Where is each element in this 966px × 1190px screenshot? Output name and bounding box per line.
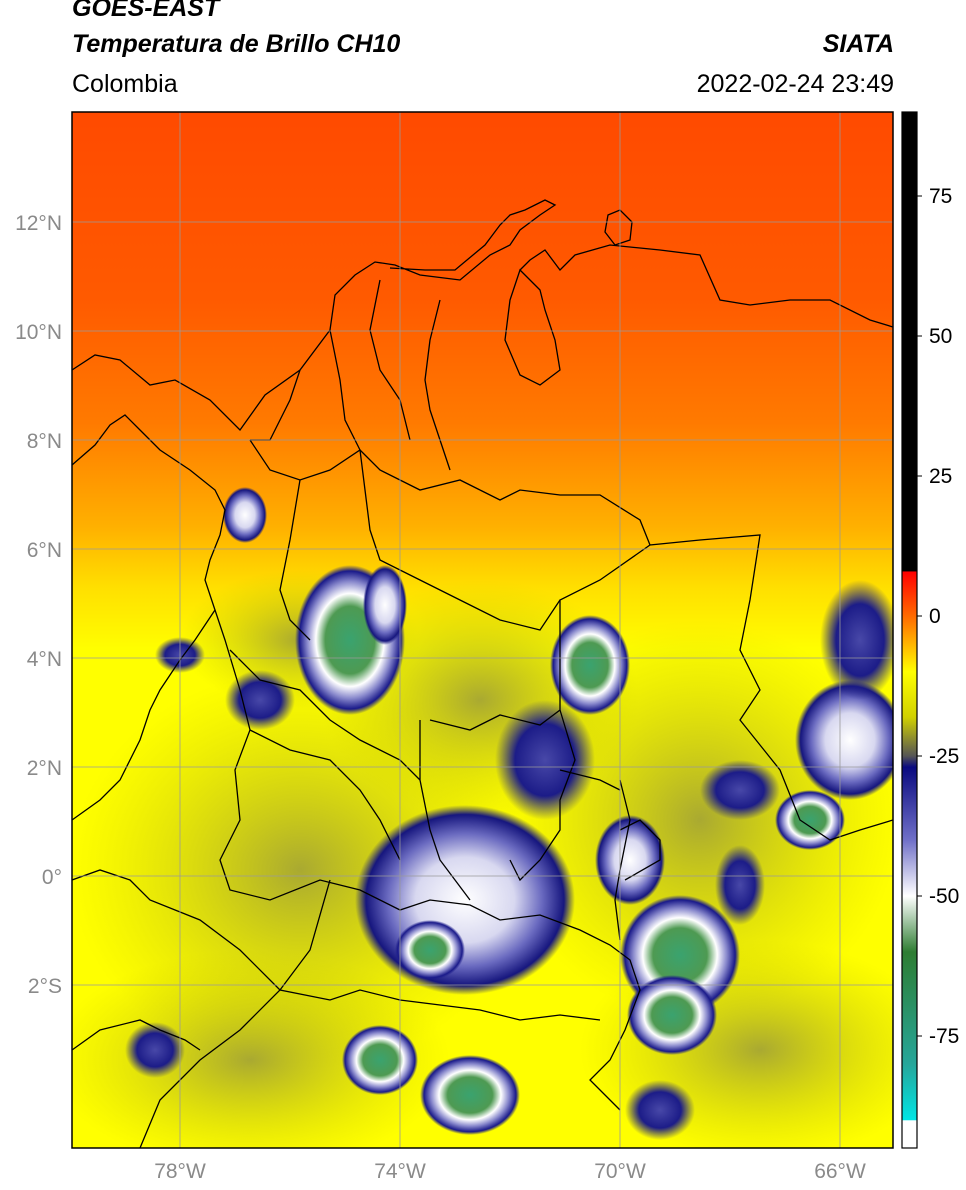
- lon-tick-label: 74°W: [374, 1160, 426, 1183]
- lon-axis: 78°W 74°W 70°W 66°W: [154, 1160, 866, 1183]
- colorbar-tick-label: -25: [929, 745, 959, 768]
- datetime-label: 2022-02-24 23:49: [696, 70, 894, 98]
- satellite-title: GOES-EAST: [72, 0, 220, 22]
- colorbar-tick-label: -50: [929, 885, 959, 908]
- graticule: [72, 112, 893, 1148]
- lat-tick-label: 8°N: [27, 430, 62, 453]
- lat-tick-label: 4°N: [27, 648, 62, 671]
- source-label: SIATA: [822, 30, 894, 58]
- product-title: Temperatura de Brillo CH10: [72, 30, 401, 58]
- brightness-temperature-field: [72, 112, 893, 1148]
- colorbar-frame: [901, 111, 918, 1149]
- lat-tick-label: 0°: [42, 866, 62, 889]
- region-label: Colombia: [72, 70, 178, 98]
- lat-tick-label: 6°N: [27, 539, 62, 562]
- lat-tick-label: 2°S: [28, 975, 62, 998]
- colorbar-tick-label: 0: [929, 605, 941, 628]
- lon-tick-label: 70°W: [594, 1160, 646, 1183]
- colorbar-tick-label: -75: [929, 1025, 959, 1048]
- lat-tick-label: 2°N: [27, 757, 62, 780]
- lon-tick-label: 66°W: [814, 1160, 866, 1183]
- colorbar-tick-label: 25: [929, 465, 952, 488]
- colorbar-gradient: [902, 112, 917, 1148]
- borders-coastlines: [72, 199, 893, 1148]
- colorbar-tick-label: 75: [929, 185, 952, 208]
- lon-tick-label: 78°W: [154, 1160, 206, 1183]
- lat-tick-label: 10°N: [15, 321, 62, 344]
- colorbar-tick-label: 50: [929, 325, 952, 348]
- colorbar: 75 50 25 0 -25 -50 -75: [901, 111, 959, 1149]
- map-frame: [71, 111, 894, 1149]
- lat-axis: 12°N 10°N 8°N 6°N 4°N 2°N 0° 2°S: [15, 212, 62, 998]
- colorbar-ticks: 75 50 25 0 -25 -50 -75: [917, 185, 959, 1048]
- colorbar-ramp: [902, 112, 917, 1148]
- lat-tick-label: 12°N: [15, 212, 62, 235]
